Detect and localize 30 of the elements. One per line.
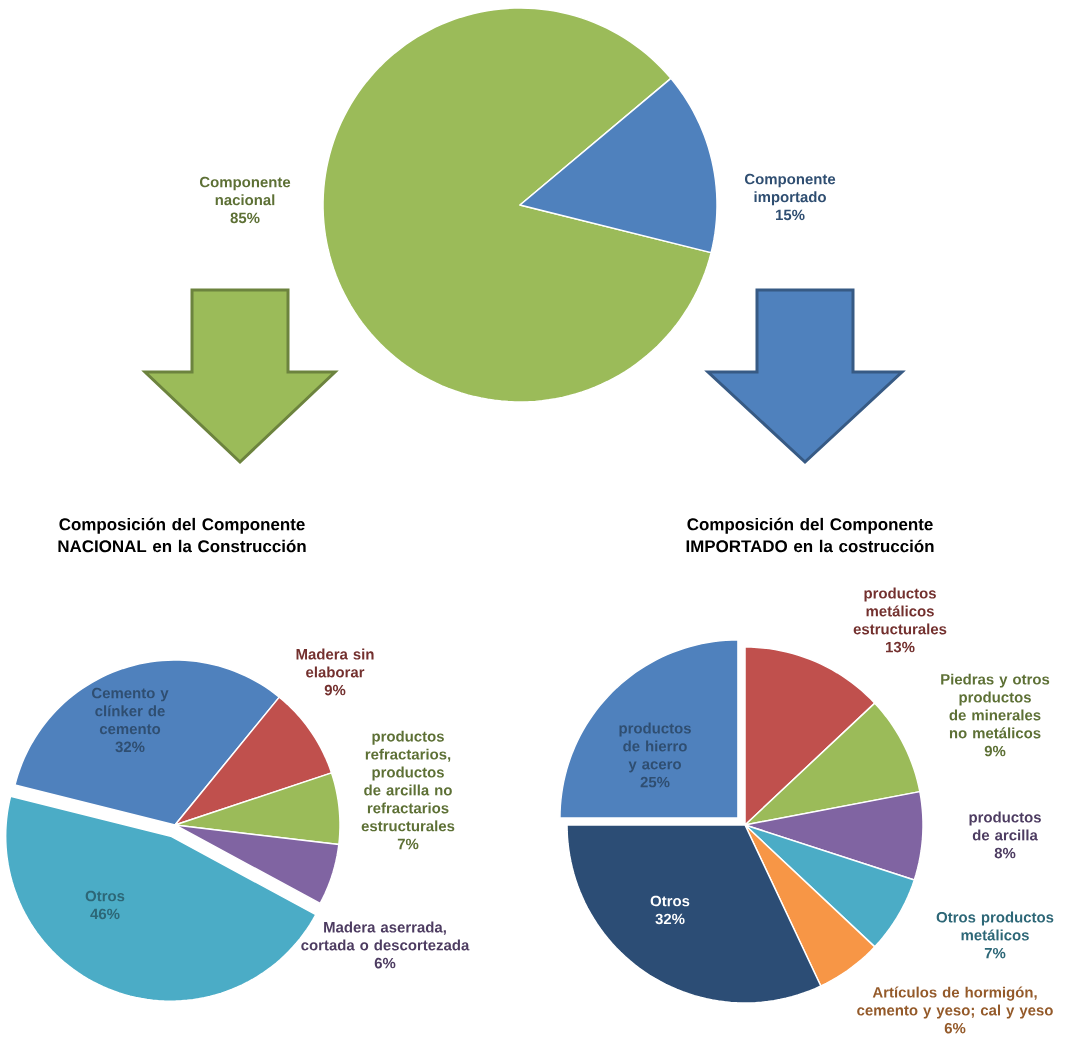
data-label: 25% — [640, 776, 670, 788]
data-label: 13% — [886, 641, 915, 653]
slice-label: Artículos de hormigón, cemento y yeso; cal y yeso — [857, 986, 1053, 1019]
slice-label: Componente importado — [744, 173, 836, 206]
data-label: 46% — [90, 908, 120, 920]
chart-title: Composición del Componente IMPORTADO en la costrucción — [686, 517, 934, 553]
data-label: 7% — [984, 947, 1006, 959]
slice-label: productos de arcilla — [969, 811, 1041, 841]
slice-label: Otros — [650, 895, 690, 907]
slice-label: productos metálicos estructurales — [853, 587, 947, 635]
chart-title: Composición del Componente NACIONAL en la Construcción — [58, 517, 306, 553]
data-label: 85% — [230, 212, 260, 224]
data-label: 15% — [776, 209, 805, 221]
data-label: 32% — [655, 913, 685, 925]
slice-label: Madera aserrada, cortada o descortezada — [301, 921, 470, 951]
data-label: 6% — [944, 1022, 966, 1034]
slice-label: Piedras y otros productos de minerales no metálicos — [941, 673, 1050, 739]
data-label: 9% — [324, 684, 346, 696]
slice-label: Componente nacional — [199, 176, 291, 206]
slice-label: Otros — [85, 890, 125, 902]
slice-label: productos refractarios, productos de arcilla no refractarios estructurales — [361, 730, 455, 832]
slice-label: Cemento y clínker de cemento — [92, 687, 169, 735]
data-label: 32% — [115, 741, 145, 753]
slice-label: Otros productos metálicos — [936, 911, 1054, 941]
data-label: 8% — [994, 847, 1016, 859]
slice-label: productos de hierro y acero — [619, 722, 691, 773]
data-label: 7% — [397, 838, 419, 850]
data-label: 6% — [374, 957, 396, 969]
data-label: 9% — [984, 745, 1006, 757]
slice-label: Madera sin elaborar — [296, 648, 374, 678]
